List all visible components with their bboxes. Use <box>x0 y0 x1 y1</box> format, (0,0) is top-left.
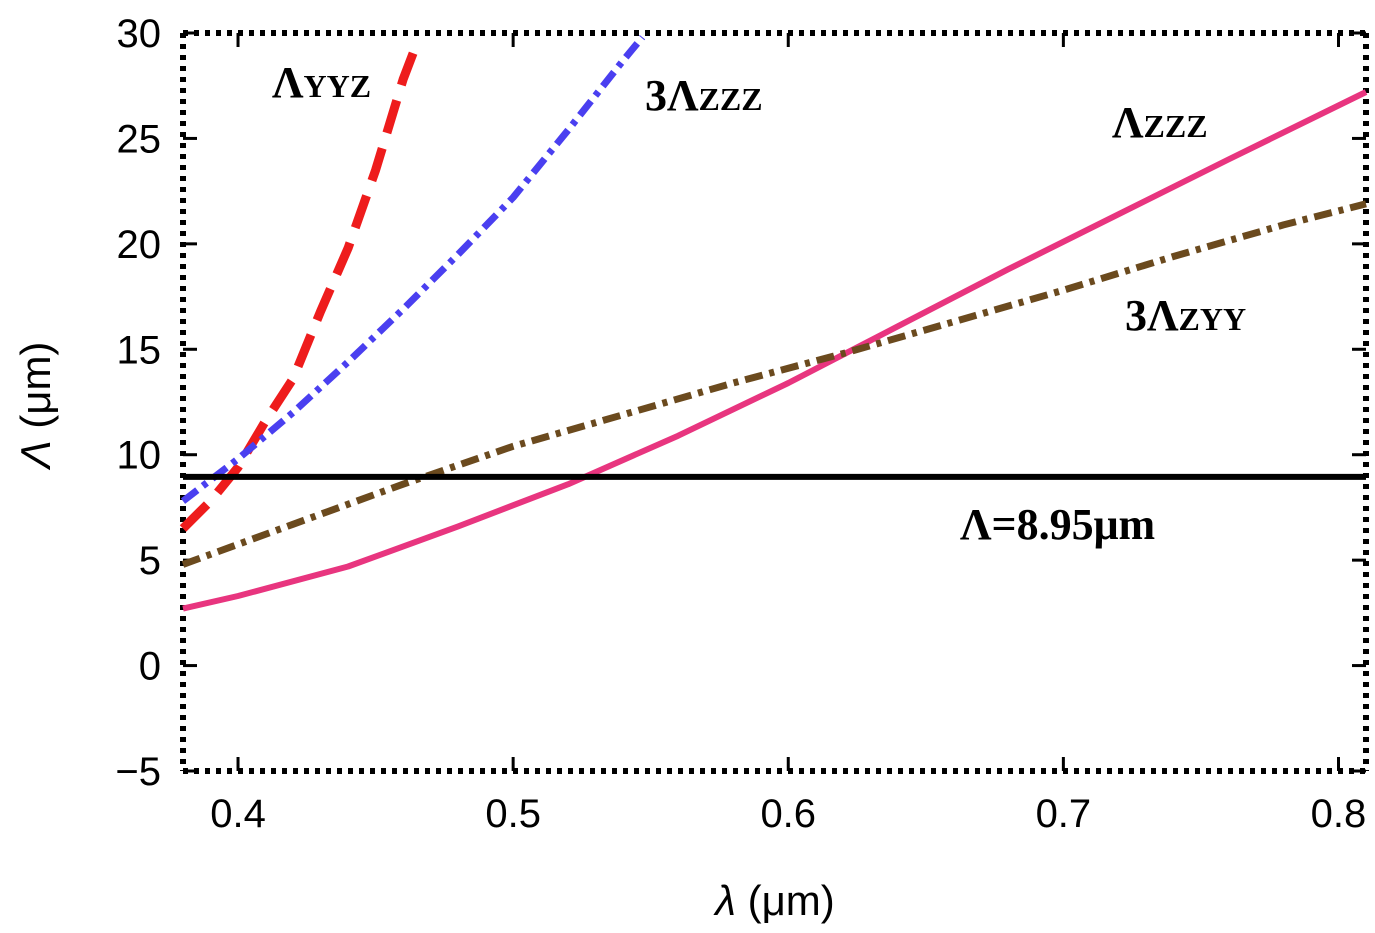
y-tick-label: 30 <box>117 12 162 56</box>
y-tick-label: 25 <box>117 117 162 161</box>
series-line-0 <box>179 41 422 532</box>
x-tick-label: 0.6 <box>760 792 816 836</box>
plot-frame <box>180 30 1369 774</box>
x-axis-title: λ (μm) <box>713 877 835 924</box>
series-label-4: Λ=8.95μm <box>960 500 1155 549</box>
y-tick-label: 5 <box>139 539 161 583</box>
axis-ticks: 0.4 0.5 0.6 0.7 0.8 −5 0 5 10 15 20 25 30 <box>115 12 1366 836</box>
series-line-3 <box>181 200 1367 568</box>
y-tick-label: 20 <box>117 223 162 267</box>
x-tick-label: 0.7 <box>1036 792 1092 836</box>
series-line-2 <box>182 89 1368 612</box>
y-tick-label: 0 <box>139 645 161 689</box>
x-tick-label: 0.5 <box>485 792 541 836</box>
y-axis-title: Λ (μm) <box>12 342 59 471</box>
series-label-0: ΛYYZ <box>272 58 371 107</box>
series-layer <box>179 34 1368 612</box>
x-tick-label: 0.8 <box>1311 792 1367 836</box>
series-line-1 <box>180 34 646 504</box>
y-tick-label: 15 <box>117 328 162 372</box>
series-label-2: ΛZZZ <box>1112 98 1208 147</box>
series-label-1: 3ΛZZZ <box>645 71 763 120</box>
y-tick-label: −5 <box>115 750 161 794</box>
y-tick-label: 10 <box>117 434 162 478</box>
series-label-3: 3ΛZYY <box>1125 291 1246 340</box>
x-tick-label: 0.4 <box>210 792 266 836</box>
series-labels: ΛYYZ 3ΛZZZ ΛZZZ 3ΛZYY Λ=8.95μm <box>272 58 1246 549</box>
